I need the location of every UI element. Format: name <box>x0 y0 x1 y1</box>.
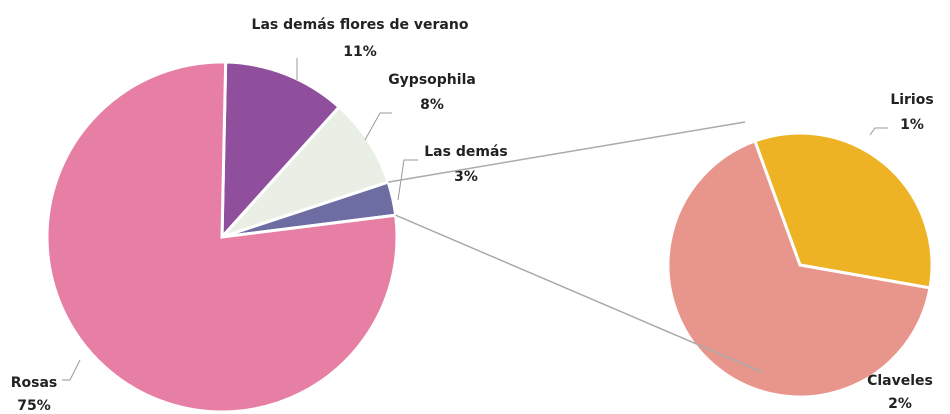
slice-value: 1% <box>900 117 924 133</box>
leader-line <box>870 128 888 135</box>
slice-label: Las demás <box>424 144 507 160</box>
leader-line <box>365 113 392 140</box>
slice-label: Gypsophila <box>388 72 476 88</box>
slice-value: 8% <box>420 97 444 113</box>
leader-line <box>62 360 80 380</box>
wedges <box>47 62 932 412</box>
slice-value: 75% <box>17 398 51 414</box>
slice-value: 3% <box>454 169 478 185</box>
slice-label: Lirios <box>890 92 933 108</box>
chart: Rosas 75% Las demás flores de verano 11%… <box>0 0 950 414</box>
slice-value: 11% <box>343 44 377 60</box>
slice-label: Las demás flores de verano <box>252 17 469 33</box>
slice-label: Rosas <box>11 375 58 391</box>
slice-label: Claveles <box>867 373 933 389</box>
slice-value: 2% <box>888 396 912 412</box>
